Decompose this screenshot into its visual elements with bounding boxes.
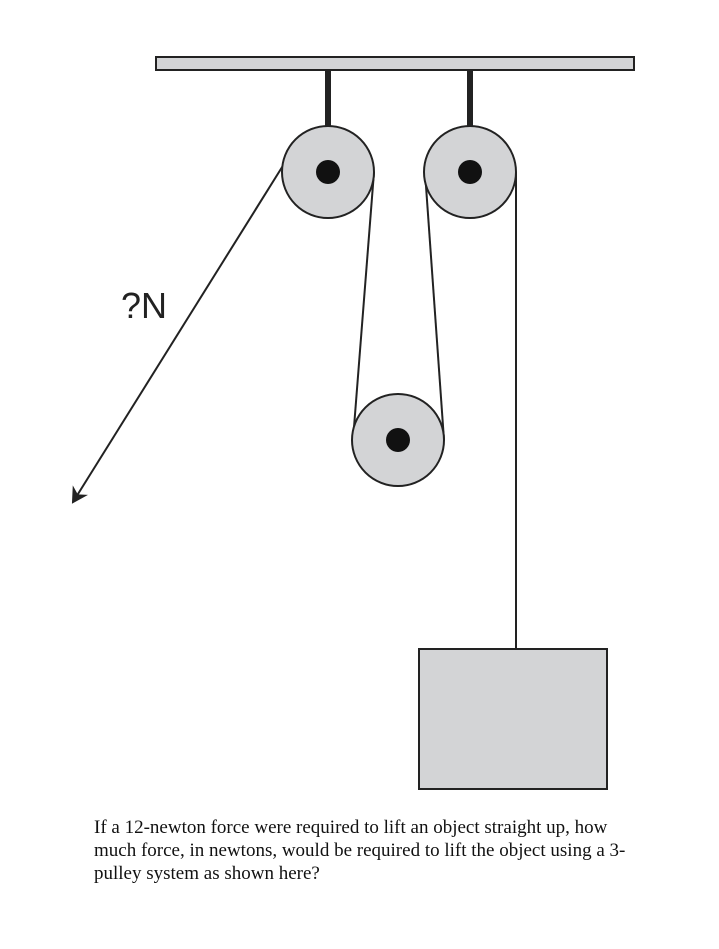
rope-left-to-bottom <box>352 171 375 441</box>
movable-pulley <box>351 393 445 487</box>
right-pulley-axle <box>458 160 482 184</box>
left-pulley-axle <box>316 160 340 184</box>
question-text: If a 12-newton force were required to li… <box>94 817 626 884</box>
pulley-system-diagram: ?N <box>71 56 635 790</box>
movable-pulley-axle <box>386 428 410 452</box>
right-fixed-pulley <box>423 125 517 219</box>
force-label: ?N <box>121 285 167 326</box>
load-block <box>418 648 608 790</box>
ceiling-beam <box>155 56 635 71</box>
left-fixed-pulley <box>281 125 375 219</box>
rope-bottom-to-right <box>424 171 445 441</box>
pull-rope <box>71 163 285 504</box>
